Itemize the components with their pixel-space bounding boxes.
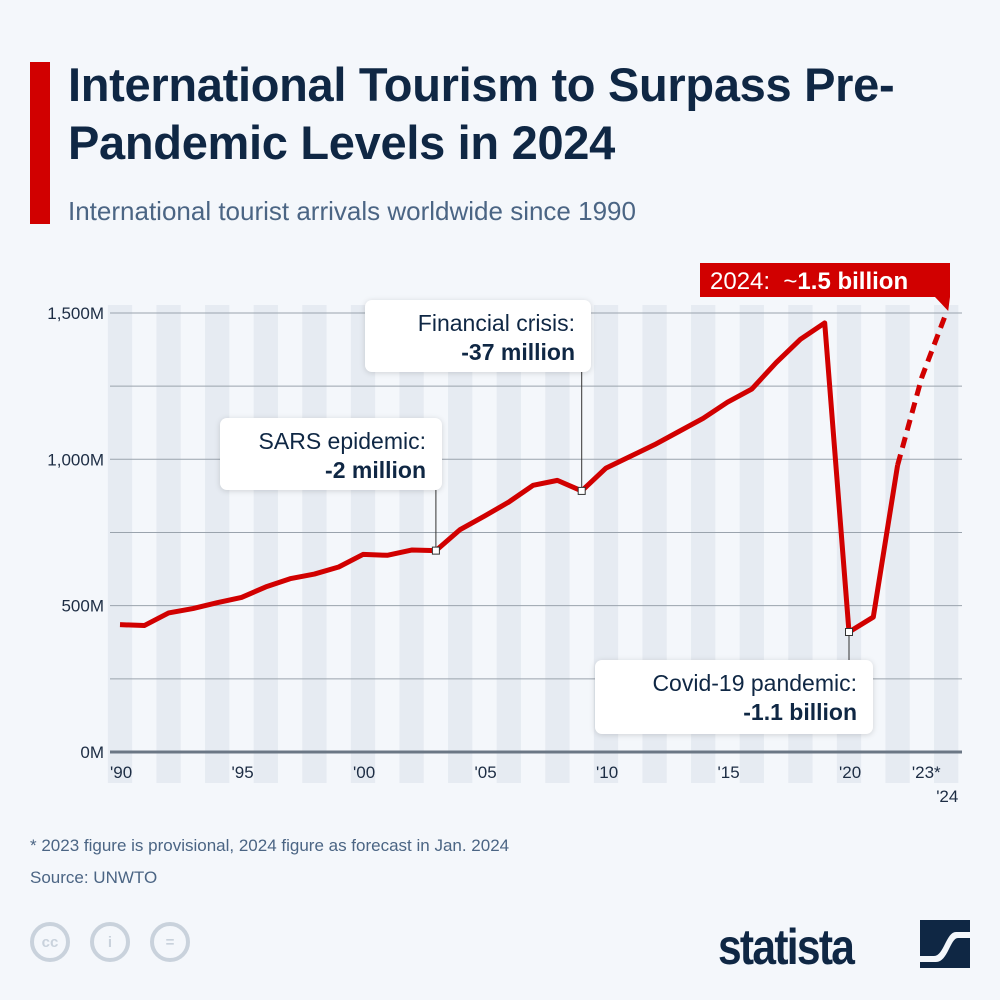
annotation-label: SARS epidemic: [259, 428, 426, 454]
annotation-label: Covid-19 pandemic: [652, 670, 857, 696]
x-tick-label: '24 [936, 787, 958, 806]
forecast-callout-label: 2024: ~1.5 billion [710, 268, 908, 295]
x-tick-label: '20 [839, 763, 861, 782]
chart-subtitle: International tourist arrivals worldwide… [68, 196, 636, 226]
footnote: * 2023 figure is provisional, 2024 figur… [30, 836, 510, 855]
annotation-marker [577, 486, 586, 495]
annotation-box [595, 660, 873, 734]
year-stripe [205, 305, 230, 783]
year-stripe [302, 305, 327, 783]
x-tick-label: '00 [353, 763, 375, 782]
annotation-value: -37 million [461, 339, 575, 365]
annotation-marker [431, 546, 440, 555]
x-tick-label: '90 [110, 763, 132, 782]
year-stripe [885, 305, 910, 783]
year-stripe [350, 305, 376, 783]
annotation-callout: Financial crisis: -37 million [365, 300, 591, 495]
annotation-label: Financial crisis: [418, 310, 575, 336]
forecast-callout: 2024: ~1.5 billion [700, 263, 950, 311]
annotation-value: -1.1 billion [743, 699, 857, 725]
nd-icon[interactable]: = [150, 922, 190, 962]
year-stripe [253, 305, 278, 783]
year-stripe [107, 305, 133, 783]
statista-logo-mark-icon [920, 920, 970, 968]
x-tick-label: '05 [475, 763, 497, 782]
annotation-callout: Covid-19 pandemic: -1.1 billion [595, 627, 873, 734]
annotation-value: -2 million [325, 457, 426, 483]
title-accent-bar [30, 62, 50, 224]
x-tick-label: '23* [912, 763, 941, 782]
annotation-callout: SARS epidemic: -2 million [220, 418, 442, 555]
year-stripe [448, 305, 473, 783]
annotation-box [365, 300, 591, 372]
annotation-box [220, 418, 442, 490]
statista-logo[interactable]: statista [718, 919, 855, 975]
y-tick-label: 1,000M [47, 450, 104, 469]
year-stripe [545, 305, 570, 783]
x-tick-label: '15 [718, 763, 740, 782]
chart-title: International Tourism to Surpass Pre-Pan… [68, 58, 895, 169]
x-tick-label: '10 [596, 763, 618, 782]
year-stripe [934, 305, 959, 783]
x-tick-label: '95 [232, 763, 254, 782]
annotation-marker [845, 627, 853, 636]
year-stripe [399, 305, 424, 783]
y-tick-label: 500M [61, 597, 104, 616]
source: Source: UNWTO [30, 868, 158, 887]
forecast-callout-box [700, 263, 950, 311]
cc-icon[interactable]: cc [30, 922, 70, 962]
year-stripe [156, 305, 181, 783]
y-tick-label: 0M [80, 743, 104, 762]
y-tick-label: 1,500M [47, 304, 104, 323]
by-icon[interactable]: i [90, 922, 130, 962]
year-stripe [496, 305, 521, 783]
